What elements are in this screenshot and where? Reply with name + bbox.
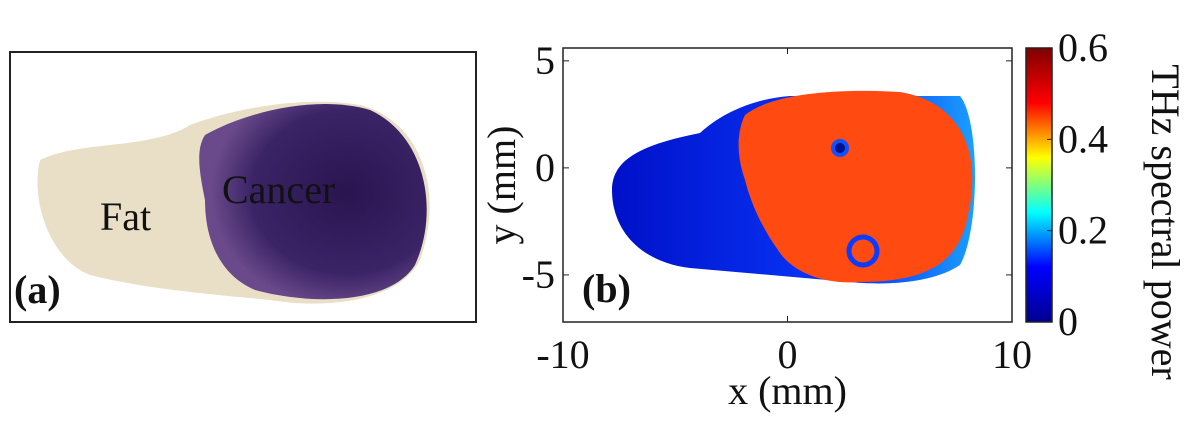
heatmap-image bbox=[612, 90, 975, 284]
tumor-region bbox=[199, 104, 427, 300]
annotation: Cancer bbox=[222, 167, 335, 212]
y-tick-label: -5 bbox=[522, 252, 555, 297]
annotation: Fat bbox=[100, 194, 151, 239]
y-tick-label: 5 bbox=[535, 38, 555, 83]
colorbar-tick-label: 0.2 bbox=[1058, 208, 1108, 253]
x-tick-label: 10 bbox=[992, 332, 1032, 377]
x-axis-label: x (mm) bbox=[728, 368, 847, 413]
colorbar-tick-label: 0.6 bbox=[1058, 25, 1108, 70]
colorbar-tick-label: 0 bbox=[1058, 299, 1078, 344]
colorbar-label: THz spectral power bbox=[1143, 64, 1187, 379]
x-tick-label: 0 bbox=[778, 332, 798, 377]
panel-label: (b) bbox=[582, 266, 631, 311]
y-tick-label: 0 bbox=[535, 145, 555, 190]
colorbar bbox=[1025, 47, 1053, 323]
panel-label: (a) bbox=[14, 267, 61, 312]
y-axis-label: y (mm) bbox=[479, 126, 524, 245]
x-tick-label: -10 bbox=[536, 332, 589, 377]
colorbar-tick-label: 0.4 bbox=[1058, 116, 1108, 161]
